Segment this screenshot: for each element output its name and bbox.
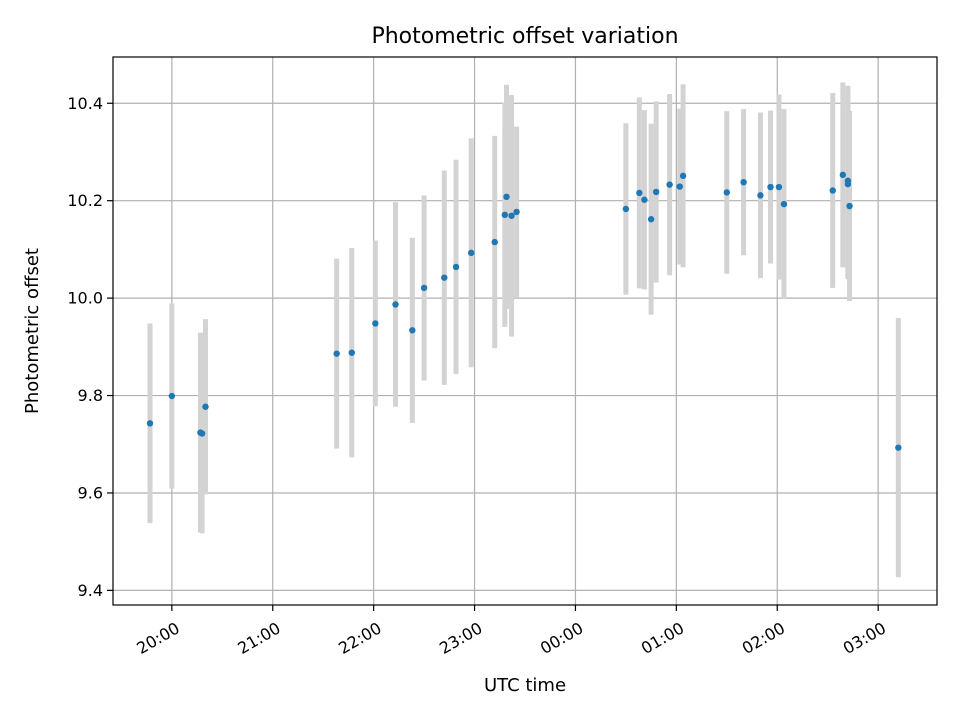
data-point xyxy=(740,178,747,186)
grid-layer xyxy=(113,57,937,605)
data-point xyxy=(503,193,510,201)
data-point xyxy=(501,211,509,219)
chart-title: Photometric offset variation xyxy=(371,24,678,49)
data-point xyxy=(491,238,498,246)
data-point xyxy=(829,187,836,194)
data-point xyxy=(641,196,648,203)
data-point xyxy=(441,274,448,281)
data-point xyxy=(452,263,460,271)
data-point xyxy=(679,172,687,180)
data-point xyxy=(676,183,683,190)
data-point xyxy=(409,327,416,334)
y-tick-label: 10.2 xyxy=(67,191,103,210)
data-point xyxy=(844,180,852,188)
data-point xyxy=(846,202,853,210)
data-point xyxy=(392,301,399,308)
data-point xyxy=(780,200,788,208)
y-tick-label: 9.6 xyxy=(78,483,103,502)
data-point xyxy=(767,183,774,191)
data-point xyxy=(333,350,340,357)
data-point xyxy=(513,208,520,216)
data-point xyxy=(168,392,176,400)
data-point xyxy=(775,183,783,191)
data-point xyxy=(647,216,655,223)
data-point xyxy=(348,349,355,356)
y-tick-label: 10.4 xyxy=(67,94,103,113)
data-point xyxy=(146,420,154,427)
plot-frame xyxy=(112,56,938,606)
data-point xyxy=(723,189,730,196)
y-axis-label: Photometric offset xyxy=(22,248,43,414)
data-point xyxy=(839,171,847,179)
data-point xyxy=(652,188,660,196)
data-point xyxy=(895,444,902,451)
data-point xyxy=(198,430,206,437)
data-point xyxy=(202,403,209,410)
data-point xyxy=(372,320,379,327)
data-point xyxy=(508,212,515,219)
data-point xyxy=(622,205,630,213)
y-tick-label: 9.4 xyxy=(78,581,103,600)
data-point xyxy=(757,192,764,199)
data-point xyxy=(420,284,428,292)
data-point-layer xyxy=(146,171,902,451)
data-point xyxy=(636,189,643,197)
y-tick-label: 9.8 xyxy=(78,386,103,405)
data-point xyxy=(467,249,475,257)
x-axis-label: UTC time xyxy=(484,675,566,696)
y-tick-label: 10.0 xyxy=(67,289,103,308)
data-point xyxy=(666,181,673,188)
